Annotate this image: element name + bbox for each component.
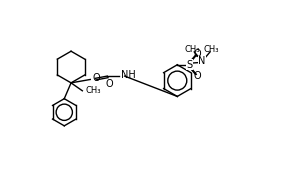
Text: CH₃: CH₃ bbox=[185, 45, 200, 54]
Text: CH₃: CH₃ bbox=[204, 45, 219, 54]
Text: N: N bbox=[198, 56, 206, 66]
Text: CH₃: CH₃ bbox=[86, 86, 101, 95]
Text: O: O bbox=[194, 71, 202, 81]
Text: O: O bbox=[93, 73, 100, 83]
Text: NH: NH bbox=[121, 70, 136, 80]
Text: S: S bbox=[187, 60, 193, 70]
Text: O: O bbox=[106, 80, 113, 90]
Text: O: O bbox=[194, 49, 202, 59]
